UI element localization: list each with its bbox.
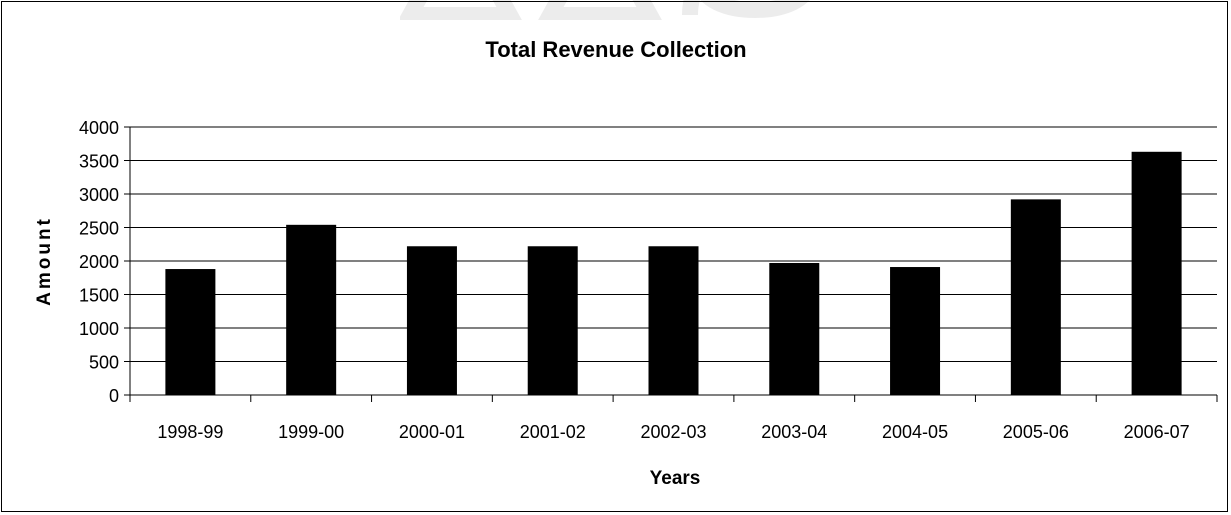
bar-1998-99 <box>165 269 216 395</box>
x-tick-label: 2003-04 <box>761 422 827 442</box>
bar-2003-04 <box>769 263 820 395</box>
x-tick-label: 2005-06 <box>1003 422 1069 442</box>
bar-2004-05 <box>890 267 941 395</box>
y-tick-label: 3000 <box>79 185 119 205</box>
bar-2000-01 <box>406 246 457 395</box>
y-tick-label: 4000 <box>79 118 119 138</box>
y-axis-ticks: 0 500 1000 1500 2000 2500 3000 3500 4000 <box>79 118 130 406</box>
y-axis-label: Amount <box>34 216 55 306</box>
x-tick-label: 2006-07 <box>1124 422 1190 442</box>
x-tick-label: 2001-02 <box>520 422 586 442</box>
x-tick-label: 1999-00 <box>278 422 344 442</box>
bar-2006-07 <box>1131 151 1182 395</box>
x-tick-label: 2000-01 <box>399 422 465 442</box>
x-tick-label: 2004-05 <box>882 422 948 442</box>
x-tick-label: 1998-99 <box>157 422 223 442</box>
bar-2005-06 <box>1010 199 1061 395</box>
bar-2002-03 <box>648 246 699 395</box>
y-tick-label: 3500 <box>79 152 119 172</box>
x-tick-label: 2002-03 <box>640 422 706 442</box>
y-tick-label: 1000 <box>79 319 119 339</box>
bars <box>165 151 1182 395</box>
bar-1999-00 <box>286 224 337 395</box>
y-tick-label: 500 <box>89 353 119 373</box>
x-axis-label: Years <box>650 468 701 489</box>
y-tick-label: 0 <box>109 386 119 406</box>
y-tick-label: 1500 <box>79 286 119 306</box>
bar-2001-02 <box>527 246 578 395</box>
y-tick-label: 2000 <box>79 252 119 272</box>
y-tick-label: 2500 <box>79 219 119 239</box>
x-axis-ticks: 1998-99 1999-00 2000-01 2001-02 2002-03 2003-… <box>129 395 1218 442</box>
chart-title: Total Revenue Collection <box>485 37 746 62</box>
